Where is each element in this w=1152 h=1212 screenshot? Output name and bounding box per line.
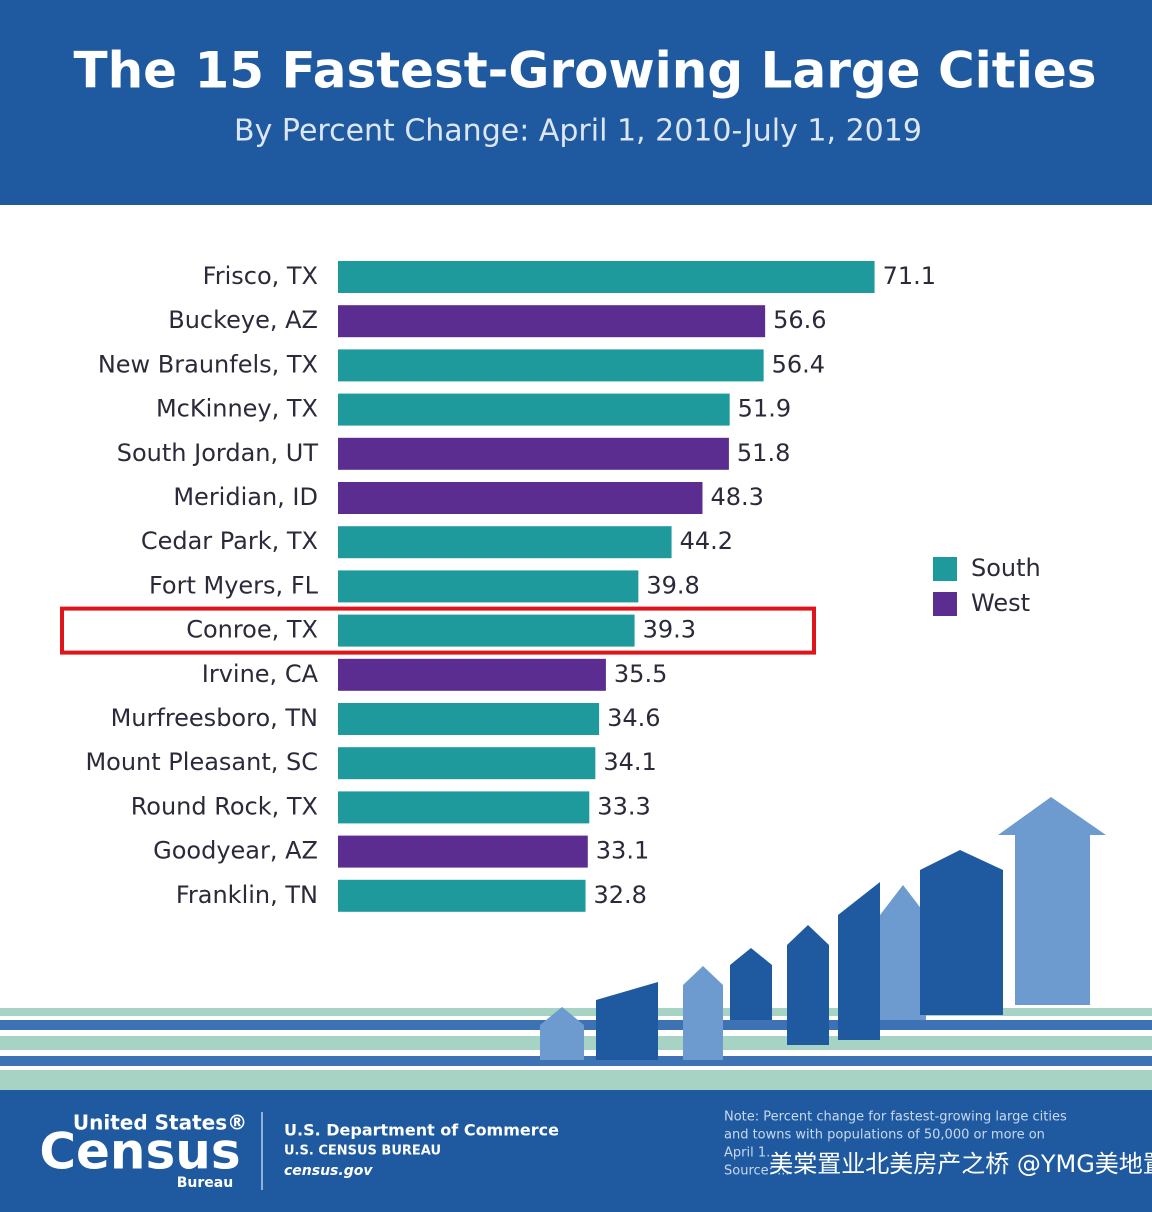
value-label: 44.2	[680, 527, 733, 555]
note-line: Source: ...	[724, 1164, 790, 1179]
website: census.gov	[284, 1163, 373, 1179]
value-label: 71.1	[883, 262, 936, 290]
category-label: McKinney, TX	[156, 395, 318, 423]
category-label: Fort Myers, FL	[149, 571, 319, 599]
bar	[338, 747, 596, 780]
logo-bottom: Bureau	[177, 1175, 233, 1191]
skyline	[0, 797, 1152, 1090]
bar	[338, 791, 590, 824]
bureau: U.S. CENSUS BUREAU	[284, 1144, 441, 1159]
bar	[338, 835, 588, 868]
legend-swatch	[933, 592, 957, 616]
value-label: 34.6	[607, 704, 660, 732]
watermark: 美棠置业北美房产之桥 @YMG美地置业	[769, 1150, 1152, 1178]
value-label: 56.6	[773, 306, 826, 334]
highlight-box	[60, 606, 816, 655]
category-label: South Jordan, UT	[117, 439, 319, 467]
department: U.S. Department of Commerce	[284, 1121, 559, 1140]
category-label: Mount Pleasant, SC	[85, 748, 318, 776]
bar	[338, 349, 764, 382]
bar	[338, 703, 600, 735]
value-label: 56.4	[772, 350, 825, 378]
legend-label: South	[971, 554, 1041, 582]
category-label: Round Rock, TX	[131, 792, 318, 820]
bar	[338, 879, 586, 912]
bar	[338, 526, 672, 559]
legend-label: West	[971, 589, 1030, 617]
bar	[338, 261, 875, 293]
value-label: 32.8	[594, 881, 647, 909]
category-label: Buckeye, AZ	[168, 306, 318, 334]
note-line: and towns with populations of 50,000 or …	[724, 1128, 1045, 1143]
value-label: 39.3	[643, 616, 696, 644]
category-label: Meridian, ID	[173, 483, 318, 511]
bar	[338, 614, 635, 647]
value-label: 48.3	[711, 483, 764, 511]
bar	[338, 393, 730, 426]
chart-subtitle: By Percent Change: April 1, 2010-July 1,…	[234, 114, 922, 149]
category-label: Irvine, CA	[202, 660, 319, 688]
logo-main: Census	[39, 1123, 240, 1181]
bar	[338, 305, 766, 338]
bar	[338, 437, 729, 470]
note-line: April 1...	[724, 1146, 779, 1161]
footer-band	[0, 1090, 1152, 1212]
value-label: 51.8	[737, 439, 790, 467]
category-label: Frisco, TX	[203, 262, 318, 290]
bar	[338, 570, 639, 603]
header-band	[0, 0, 1152, 205]
category-label: Conroe, TX	[186, 616, 318, 644]
value-label: 34.1	[603, 748, 656, 776]
value-label: 33.1	[596, 837, 649, 865]
note-line: Note: Percent change for fastest-growing…	[724, 1110, 1067, 1125]
logo-top: United States®	[73, 1111, 247, 1135]
note: Note: Percent change for fastest-growing…	[724, 1110, 1067, 1179]
value-label: 35.5	[614, 660, 667, 688]
value-label: 51.9	[738, 395, 791, 423]
bar	[338, 658, 606, 691]
category-label: New Braunfels, TX	[98, 350, 318, 378]
legend-swatch	[933, 557, 957, 581]
category-label: Franklin, TN	[176, 881, 318, 909]
value-label: 33.3	[597, 792, 650, 820]
chart-title: The 15 Fastest-Growing Large Cities	[73, 42, 1096, 100]
category-label: Cedar Park, TX	[141, 527, 318, 555]
category-label: Murfreesboro, TN	[111, 704, 318, 732]
bar-chart: Frisco, TX 71.1 Buckeye, AZ 56.6 New Braunfe…	[60, 261, 1041, 912]
category-label: Goodyear, AZ	[153, 837, 318, 865]
bar	[338, 482, 703, 514]
value-label: 39.8	[646, 571, 699, 599]
